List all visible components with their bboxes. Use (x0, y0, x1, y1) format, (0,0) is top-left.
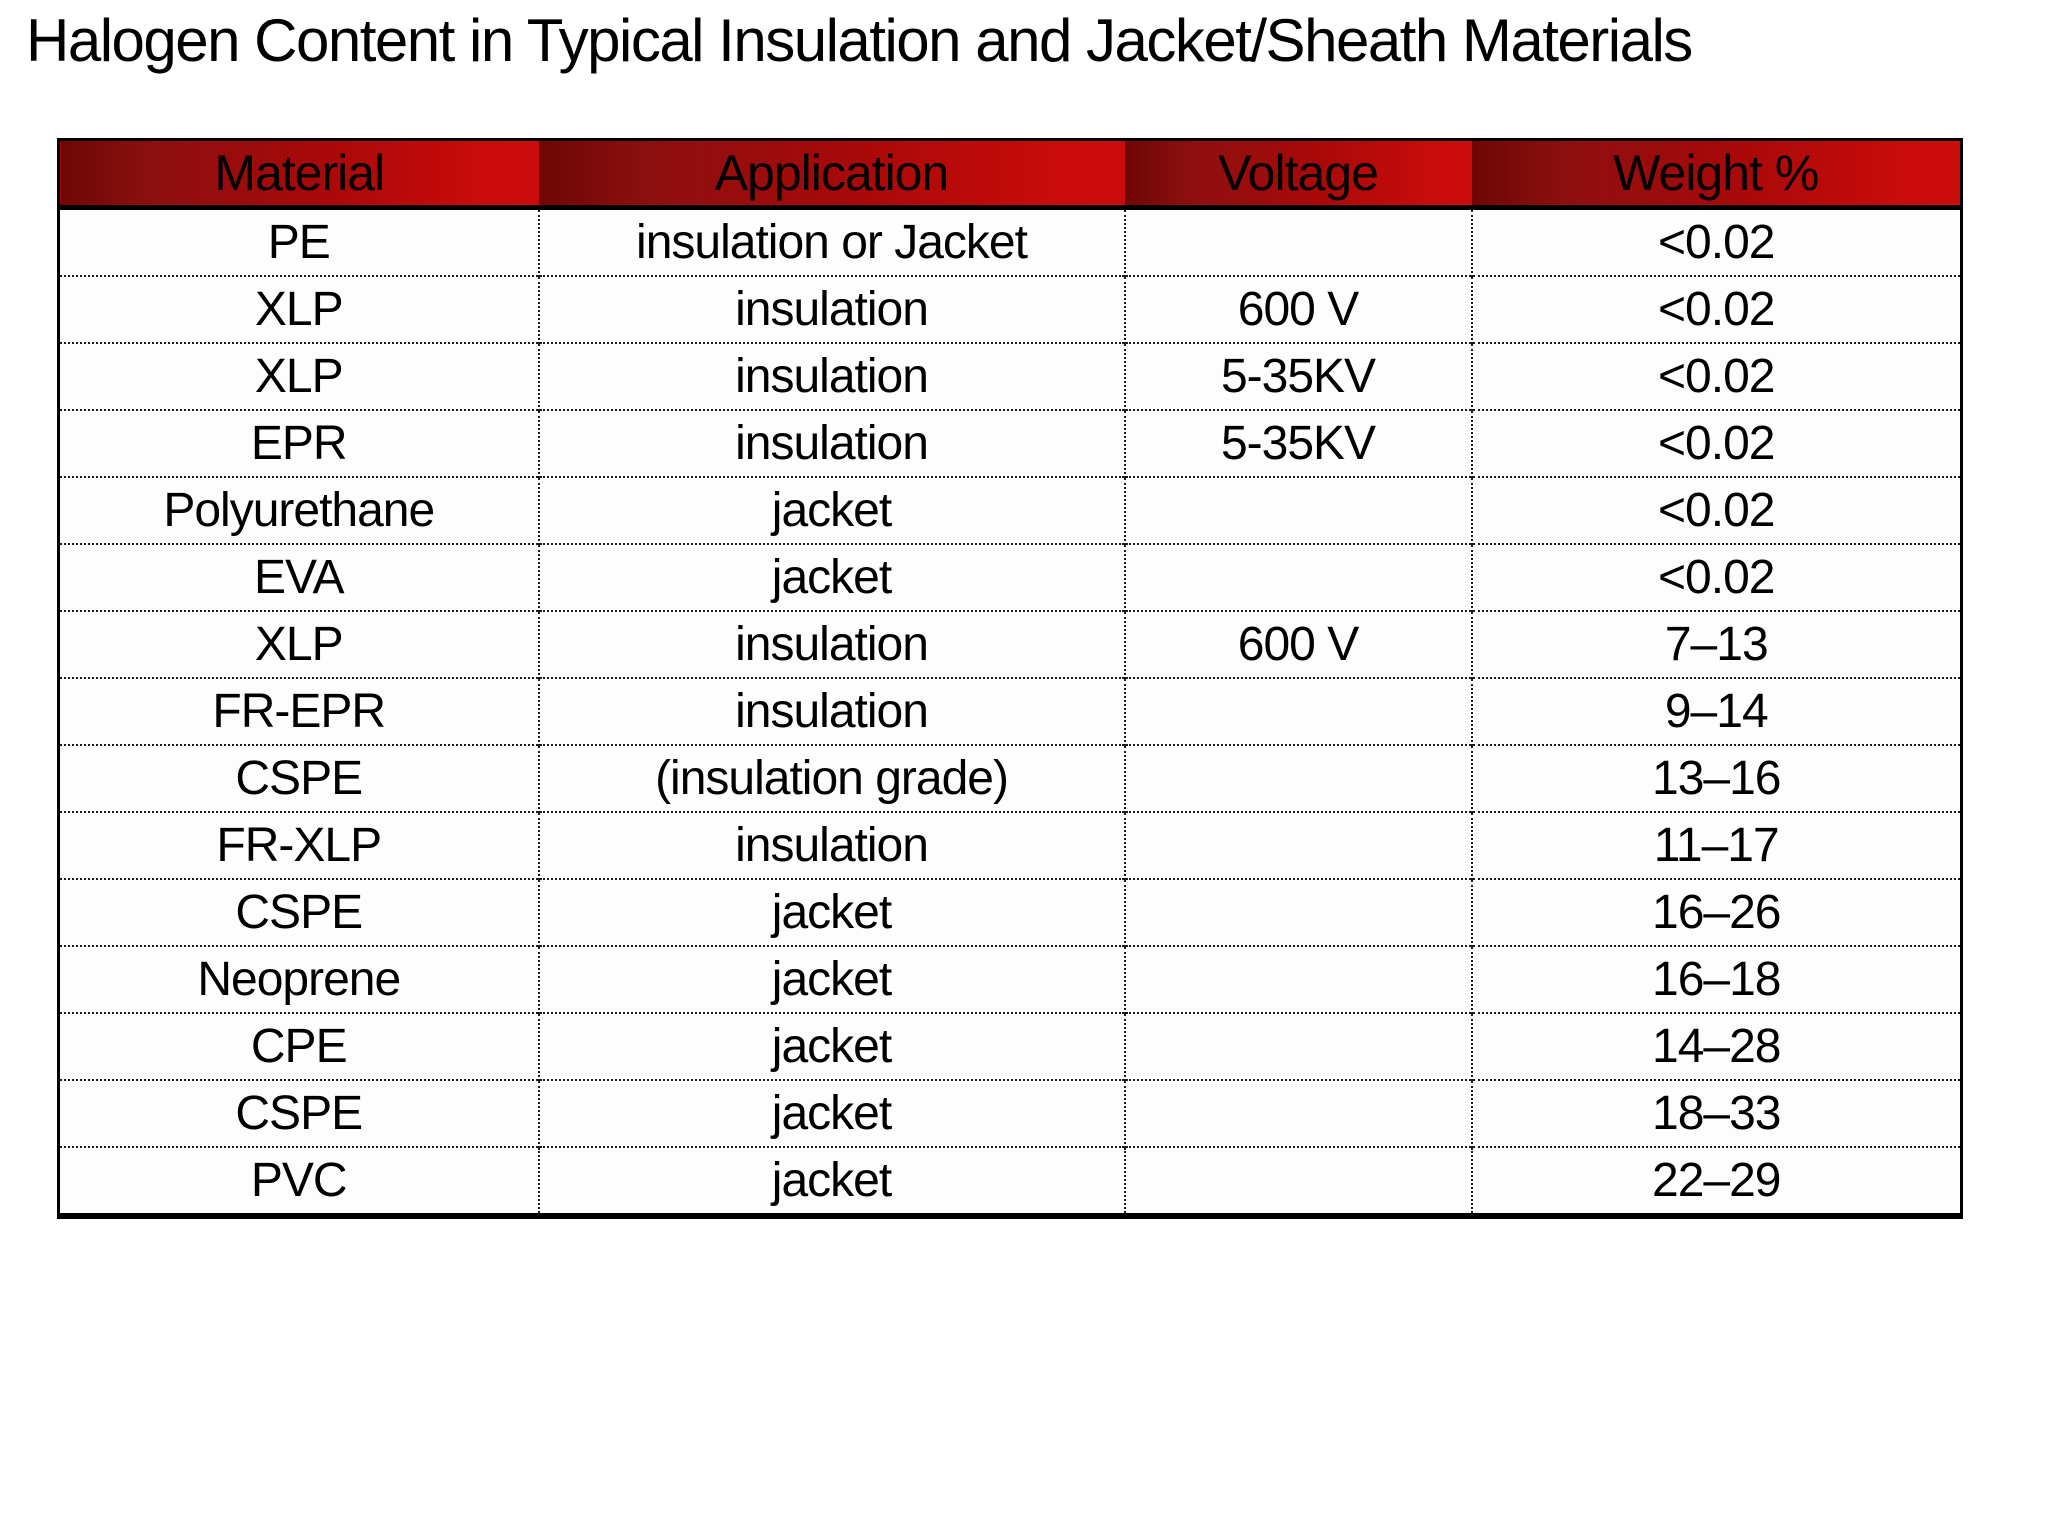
cell-weight: 18–33 (1470, 1079, 1962, 1147)
cell-voltage (1123, 1079, 1472, 1147)
cell-voltage (1123, 207, 1472, 276)
column-header-application: Application (538, 139, 1125, 210)
cell-material: EVA (58, 543, 539, 611)
table-row: XLP insulation 600 V 7–13 (58, 610, 1962, 678)
cell-weight: <0.02 (1470, 543, 1962, 611)
cell-application: insulation (537, 811, 1125, 879)
cell-material: Neoprene (58, 945, 539, 1013)
cell-voltage (1123, 811, 1472, 879)
cell-application: insulation or Jacket (537, 207, 1125, 276)
halogen-content-table: Material Application Voltage Weight % PE ins… (57, 138, 1963, 1219)
cell-application: jacket (537, 476, 1125, 544)
cell-application: jacket (537, 878, 1125, 946)
cell-material: CSPE (58, 1079, 539, 1147)
cell-material: XLP (58, 342, 539, 410)
cell-material: Polyurethane (58, 476, 539, 544)
cell-material: PVC (58, 1146, 539, 1216)
cell-weight: 16–26 (1470, 878, 1962, 946)
cell-material: FR-XLP (58, 811, 539, 879)
cell-material: XLP (58, 275, 539, 343)
cell-application: insulation (537, 275, 1125, 343)
table-row: CSPE jacket 18–33 (58, 1079, 1962, 1147)
cell-voltage (1123, 945, 1472, 1013)
table-row: CSPE (insulation grade) 13–16 (58, 744, 1962, 812)
cell-application: insulation (537, 409, 1125, 477)
table-row: Neoprene jacket 16–18 (58, 945, 1962, 1013)
cell-weight: <0.02 (1470, 476, 1962, 544)
cell-voltage: 5-35KV (1123, 409, 1472, 477)
table-row: CPE jacket 14–28 (58, 1012, 1962, 1080)
table-row: EVA jacket <0.02 (58, 543, 1962, 611)
cell-voltage (1123, 1012, 1472, 1080)
cell-voltage (1123, 543, 1472, 611)
cell-material: FR-EPR (58, 677, 539, 745)
cell-weight: 13–16 (1470, 744, 1962, 812)
header-row: Material Application Voltage Weight % (58, 139, 1962, 210)
cell-material: CPE (58, 1012, 539, 1080)
cell-voltage (1123, 1146, 1472, 1216)
cell-application: jacket (537, 1079, 1125, 1147)
cell-application: insulation (537, 610, 1125, 678)
table-row: XLP insulation 5-35KV <0.02 (58, 342, 1962, 410)
cell-weight: 11–17 (1470, 811, 1962, 879)
cell-material: PE (267, 216, 331, 269)
table-row: CSPE jacket 16–26 (58, 878, 1962, 946)
cell-weight: <0.02 (1470, 275, 1962, 343)
table-body: PE insulation or Jacket <0.02 XLP insulation… (58, 207, 1962, 1216)
cell-application: insulation (537, 342, 1125, 410)
cell-voltage (1123, 744, 1472, 812)
cell-material: EPR (58, 409, 539, 477)
cell-application: jacket (537, 1146, 1125, 1216)
cell-application: (insulation grade) (537, 744, 1125, 812)
cell-material: CSPE (58, 744, 539, 812)
table-row: FR-EPR insulation 9–14 (58, 677, 1962, 745)
table-row: Polyurethane jacket <0.02 (58, 476, 1962, 544)
cell-weight: 16–18 (1470, 945, 1962, 1013)
cell-application: jacket (537, 945, 1125, 1013)
cell-weight: 14–28 (1470, 1012, 1962, 1080)
cell-voltage (1123, 677, 1472, 745)
cell-voltage: 600 V (1123, 275, 1472, 343)
column-header-material: Material (58, 139, 539, 210)
cell-weight: <0.02 (1470, 342, 1962, 410)
table-row: XLP insulation 600 V <0.02 (58, 275, 1962, 343)
table-row: PE insulation or Jacket <0.02 (59, 207, 1962, 276)
cell-voltage: 600 V (1123, 610, 1472, 678)
cell-voltage (1123, 476, 1472, 544)
column-header-voltage: Voltage (1124, 139, 1472, 210)
table-row: PVC jacket 22–29 (58, 1146, 1962, 1216)
cell-weight: <0.02 (1470, 409, 1962, 477)
cell-material: XLP (58, 610, 539, 678)
cell-application: insulation (537, 677, 1125, 745)
cell-application: jacket (537, 1012, 1125, 1080)
column-header-weight: Weight % (1471, 139, 1962, 210)
cell-application: jacket (537, 543, 1125, 611)
cell-weight: 7–13 (1470, 610, 1962, 678)
page-title: Halogen Content in Typical Insulation an… (26, 7, 1693, 74)
cell-weight: 9–14 (1470, 677, 1962, 745)
cell-voltage: 5-35KV (1123, 342, 1472, 410)
cell-voltage (1123, 878, 1472, 946)
table-row: EPR insulation 5-35KV <0.02 (58, 409, 1962, 477)
cell-weight: 22–29 (1470, 1146, 1962, 1216)
cell-material: CSPE (58, 878, 539, 946)
cell-weight: <0.02 (1470, 207, 1962, 276)
table-row: FR-XLP insulation 11–17 (58, 811, 1962, 879)
